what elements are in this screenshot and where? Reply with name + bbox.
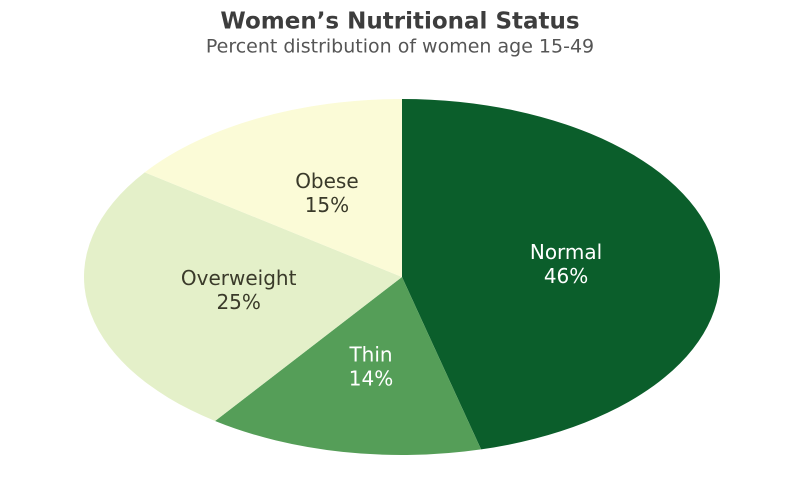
slice-value-label: 25% xyxy=(216,290,260,314)
slice-value-label: 15% xyxy=(305,193,349,217)
slice-label: Obese xyxy=(295,169,358,193)
slice-value-label: 14% xyxy=(349,366,393,390)
slice-value-label: 46% xyxy=(544,264,588,288)
slice-label: Thin xyxy=(348,342,392,366)
slice-label: Normal xyxy=(530,240,602,264)
chart-subtitle: Percent distribution of women age 15-49 xyxy=(206,36,594,58)
pie-slice xyxy=(144,99,402,277)
chart-title: Women’s Nutritional Status xyxy=(220,9,579,35)
slice-label: Overweight xyxy=(181,266,297,290)
pie-slice xyxy=(402,99,720,450)
pie-slice xyxy=(215,277,482,455)
pie-slice xyxy=(83,172,402,422)
